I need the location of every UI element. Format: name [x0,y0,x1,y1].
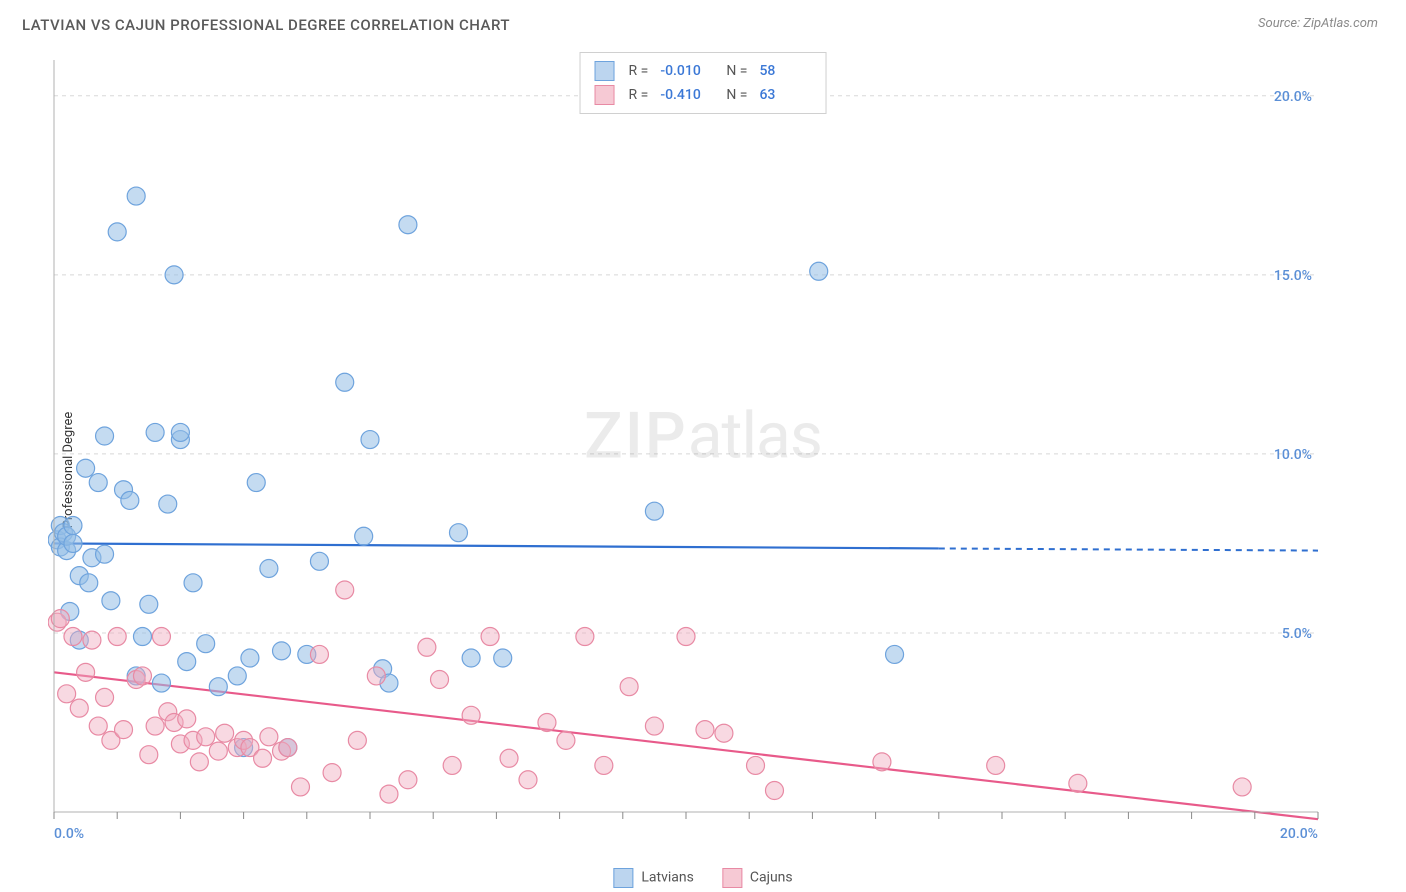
legend-series: Latvians Cajuns [613,868,792,888]
chart-title: LATVIAN VS CAJUN PROFESSIONAL DEGREE COR… [22,16,510,34]
legend-stat-row: R = -0.010 N = 58 [595,59,812,83]
source-credit: Source: ZipAtlas.com [1258,16,1378,31]
svg-text:15.0%: 15.0% [1274,268,1312,284]
n-label: N = [726,87,747,103]
scatter-plot: 5.0% 10.0% 15.0% 20.0% 0.0% 20.0% [48,48,1378,868]
legend-swatch [595,85,615,105]
legend-stat-row: R = -0.410 N = 63 [595,83,812,107]
n-label: N = [726,63,747,79]
r-value: -0.010 [660,63,712,79]
r-label: R = [629,87,649,103]
svg-text:20.0%: 20.0% [1274,89,1312,105]
legend-stats: R = -0.010 N = 58 R = -0.410 N = 63 [580,52,827,114]
legend-swatch [595,61,615,81]
n-value: 58 [759,63,811,79]
legend-series-label: Latvians [641,870,694,886]
svg-text:10.0%: 10.0% [1274,447,1312,463]
legend-series-label: Cajuns [750,870,793,886]
chart-container: Professional Degree 5.0%10.0%15.0%20.0%0… [0,48,1406,892]
legend-swatch [722,868,742,888]
svg-text:0.0%: 0.0% [54,826,84,842]
svg-text:5.0%: 5.0% [1282,626,1312,642]
legend-series-item: Latvians [613,868,694,888]
r-value: -0.410 [660,87,712,103]
r-label: R = [629,63,649,79]
svg-text:20.0%: 20.0% [1280,826,1318,842]
legend-series-item: Cajuns [722,868,793,888]
legend-swatch [613,868,633,888]
n-value: 63 [759,87,811,103]
